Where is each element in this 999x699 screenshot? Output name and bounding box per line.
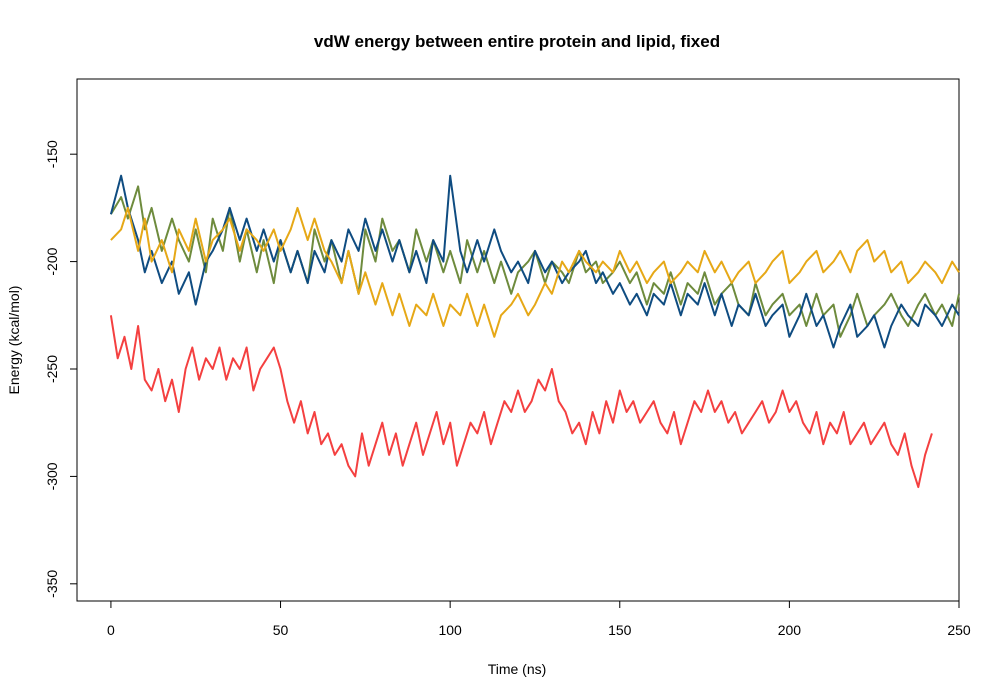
y-tick-label: -350 — [44, 570, 60, 598]
y-axis: -350 -300 -250 -200 -150 — [44, 140, 78, 598]
x-tick-label: 100 — [438, 622, 462, 638]
x-tick-label: 250 — [947, 622, 971, 638]
x-tick-label: 150 — [608, 622, 632, 638]
x-tick-label: 50 — [273, 622, 289, 638]
x-tick-label: 200 — [778, 622, 802, 638]
series-line-1 — [110, 185, 960, 338]
x-axis-label: Time (ns) — [488, 661, 547, 677]
chart-title: vdW energy between entire protein and li… — [314, 32, 720, 51]
y-tick-label: -150 — [44, 140, 60, 168]
x-tick-label: 0 — [107, 622, 115, 638]
plot-frame — [76, 78, 960, 602]
series-line-2 — [109, 174, 960, 349]
y-tick-label: -300 — [44, 462, 60, 490]
y-tick-label: -200 — [44, 247, 60, 275]
y-axis-label: Energy (kcal/mol) — [6, 286, 22, 395]
series-line-4 — [109, 315, 933, 489]
series-layer — [109, 174, 960, 489]
series-line-3 — [110, 206, 960, 338]
y-tick-label: -250 — [44, 355, 60, 383]
x-axis: 0 50 100 150 200 250 — [107, 600, 971, 638]
